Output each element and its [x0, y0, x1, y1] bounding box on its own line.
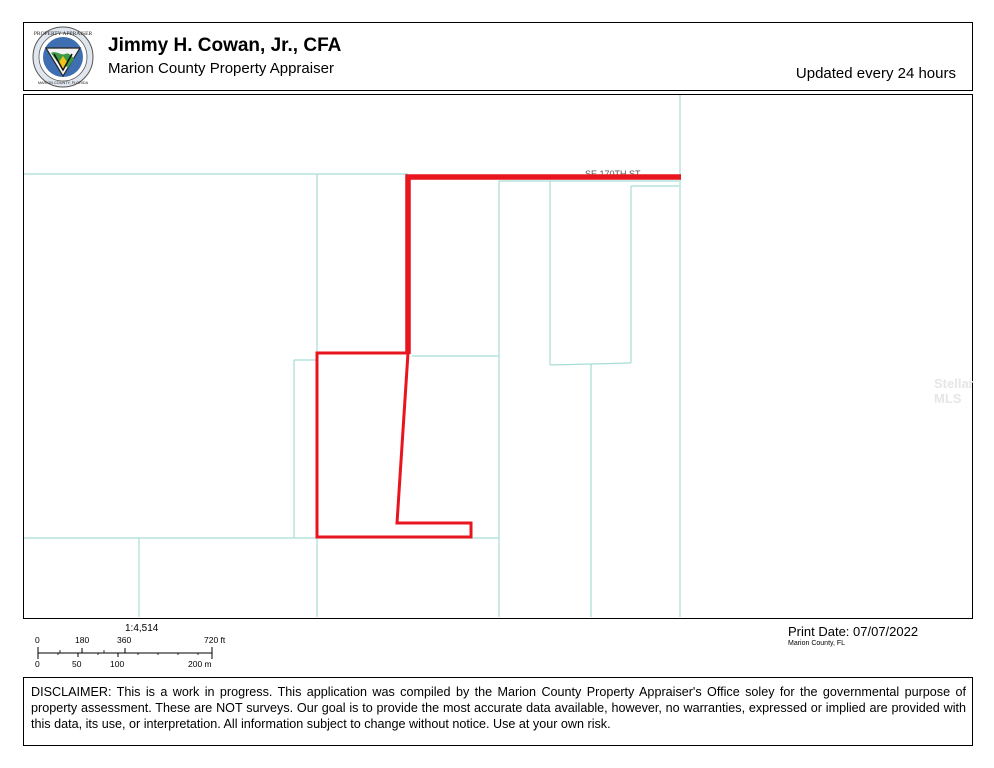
office-name: Marion County Property Appraiser [108, 60, 334, 77]
subject-parcel-outline [315, 174, 681, 539]
svg-text:PROPERTY APPRAISER: PROPERTY APPRAISER [34, 31, 93, 37]
update-frequency: Updated every 24 hours [795, 65, 956, 82]
scale-ratio: 1:4,514 [125, 623, 159, 634]
scale-ft-label: 720 ft [204, 635, 226, 645]
print-date: Print Date: 07/07/2022 [788, 624, 919, 639]
scale-m-label: 200 m [188, 659, 212, 669]
disclaimer-panel: DISCLAIMER: This is a work in progress. … [23, 677, 973, 746]
scale-m-label: 50 [72, 659, 82, 669]
scale-ft-label: 180 [75, 635, 90, 645]
scale-bar-graphic [37, 647, 213, 659]
map-canvas[interactable]: SE 170TH ST [24, 95, 971, 617]
scale-m-label: 100 [110, 659, 125, 669]
property-appraiser-seal-icon: PROPERTY APPRAISER MARION COUNTY, FLORID… [32, 26, 94, 88]
parcel-lines [24, 95, 681, 617]
parcel-map[interactable]: SE 170TH ST [23, 94, 973, 619]
mls-watermark: Stellar MLS [934, 376, 974, 406]
scale-bar: 1:4,514 0 180 360 720 ft 0 50 100 200 m [30, 622, 250, 672]
svg-text:MARION COUNTY, FLORIDA: MARION COUNTY, FLORIDA [38, 81, 89, 85]
print-location: Marion County, FL [788, 640, 846, 647]
scale-m-label: 0 [35, 659, 40, 669]
street-label: SE 170TH ST [585, 169, 641, 179]
header-panel: PROPERTY APPRAISER MARION COUNTY, FLORID… [23, 22, 973, 91]
appraiser-name: Jimmy H. Cowan, Jr., CFA [108, 35, 342, 56]
scale-ft-label: 0 [35, 635, 40, 645]
disclaimer-text: DISCLAIMER: This is a work in progress. … [31, 685, 966, 731]
scale-ft-label: 360 [117, 635, 132, 645]
